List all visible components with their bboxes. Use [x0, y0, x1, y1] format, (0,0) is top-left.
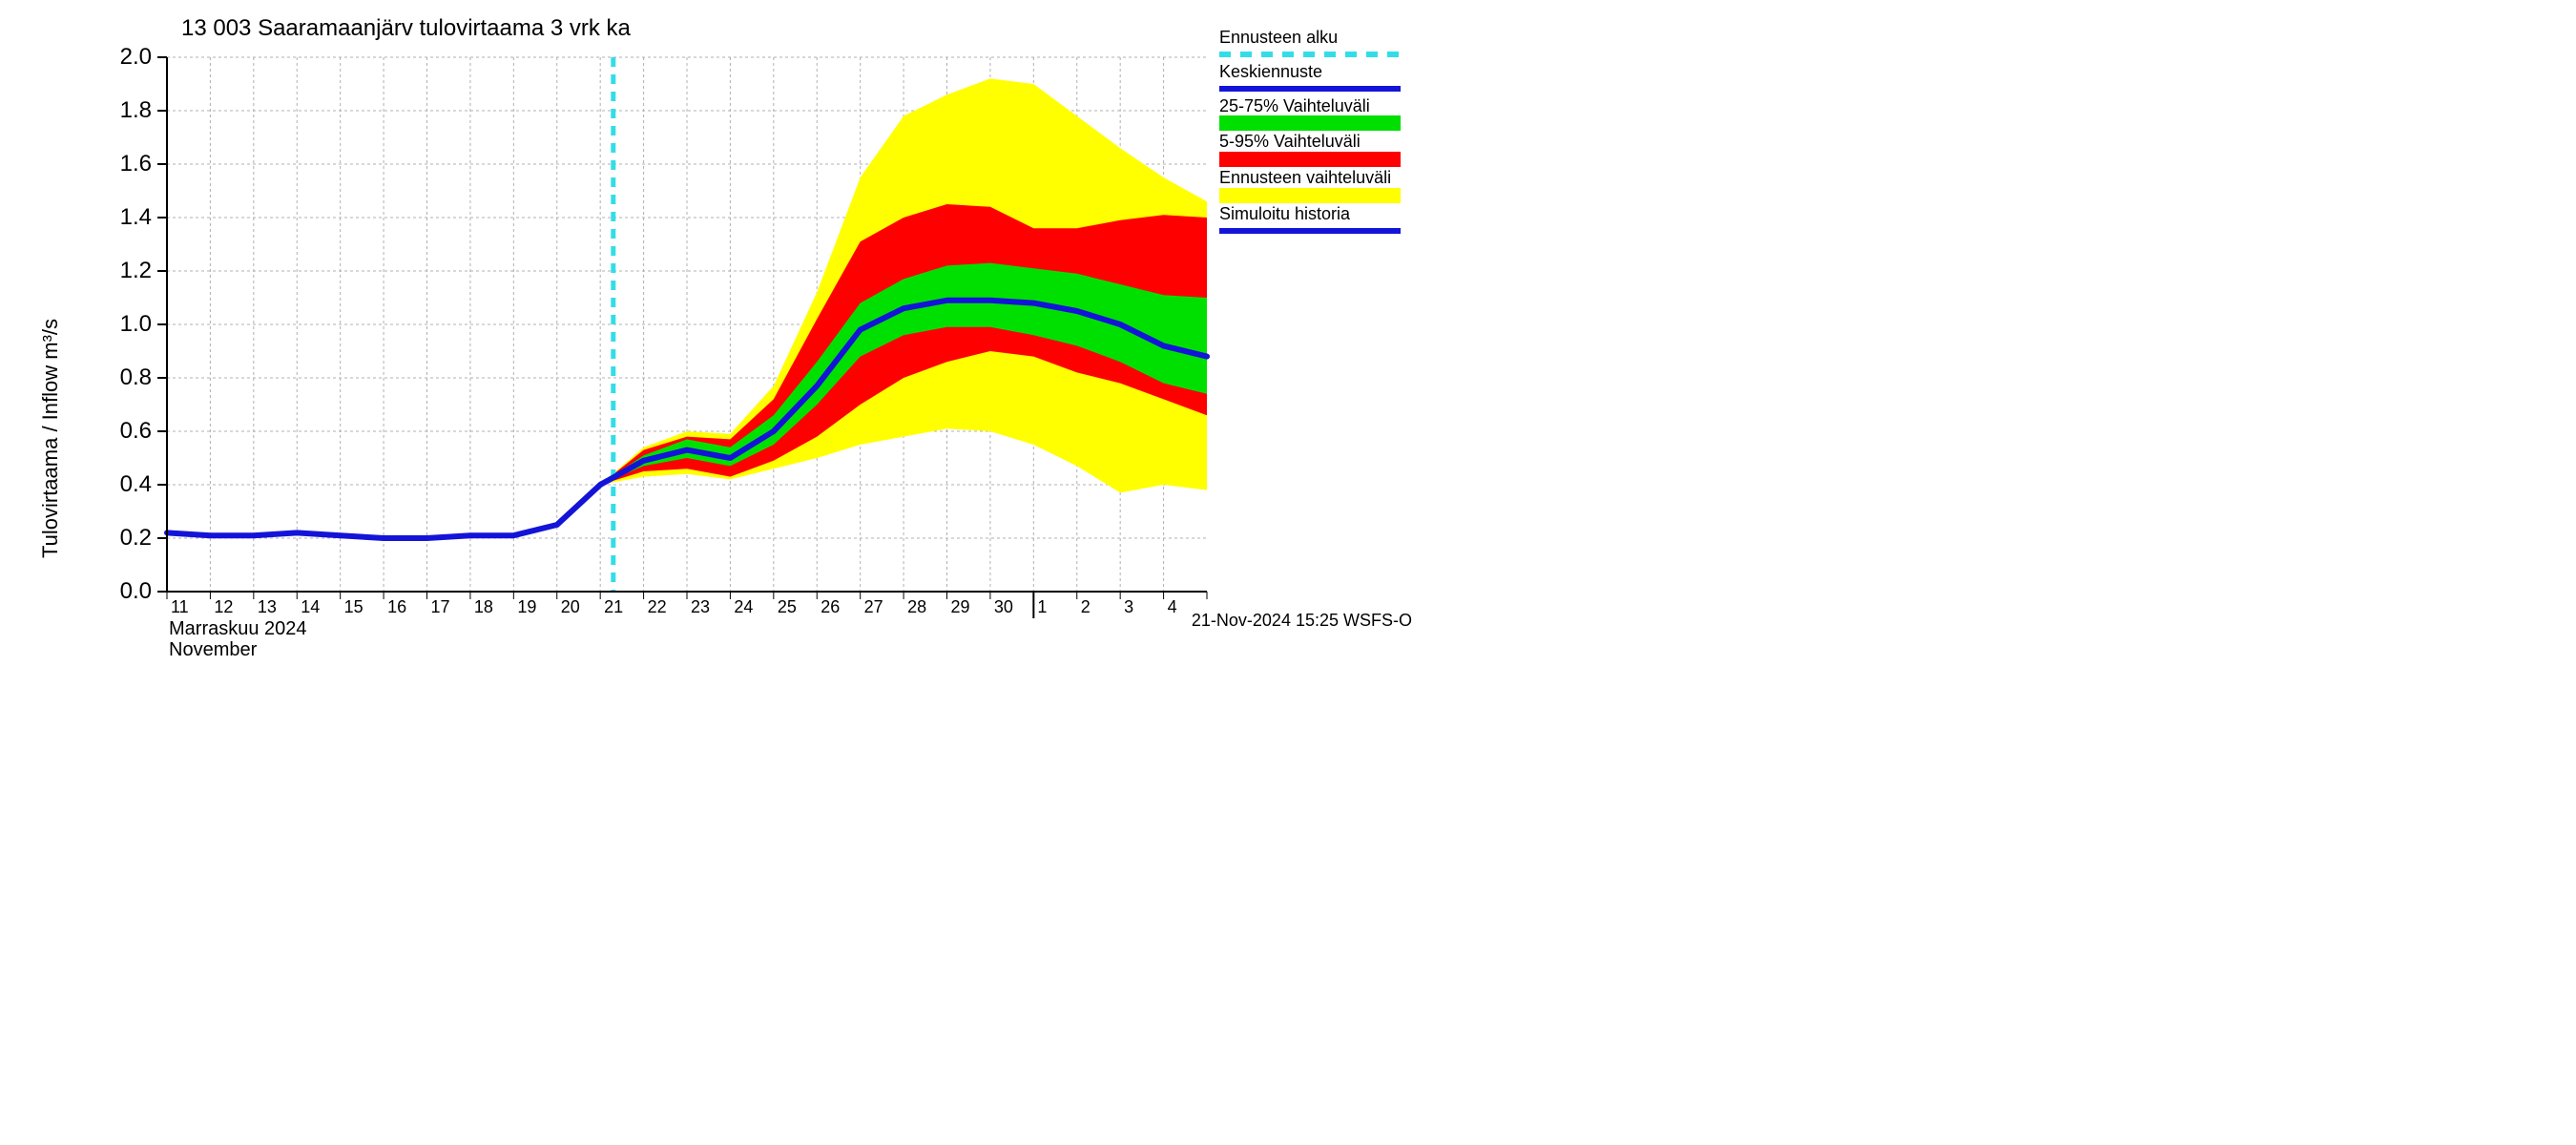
x-tick-label: 3	[1124, 597, 1133, 617]
x-tick-label: 12	[214, 597, 233, 617]
legend-swatch	[1219, 115, 1401, 131]
footer-timestamp: 21-Nov-2024 15:25 WSFS-O	[1192, 611, 1412, 631]
y-tick-label: 1.2	[120, 258, 152, 284]
legend-item: Ennusteen vaihteluväli	[1219, 169, 1401, 203]
legend-label: 5-95% Vaihteluväli	[1219, 133, 1401, 152]
x-tick-label: 30	[994, 597, 1013, 617]
x-tick-label: 16	[387, 597, 406, 617]
chart-svg	[0, 0, 1431, 636]
legend-swatch	[1219, 188, 1401, 203]
y-tick-label: 0.4	[120, 471, 152, 498]
x-month-label-fi: Marraskuu 2024	[169, 618, 307, 640]
x-month-label-en: November	[169, 639, 257, 661]
y-tick-label: 0.0	[120, 578, 152, 605]
x-tick-label: 2	[1081, 597, 1091, 617]
legend-label: Simuloitu historia	[1219, 205, 1401, 224]
legend-item: Ennusteen alku	[1219, 29, 1401, 57]
chart-container: 13 003 Saaramaanjärv tulovirtaama 3 vrk …	[0, 0, 1431, 636]
y-tick-label: 1.4	[120, 204, 152, 231]
legend-swatch	[1219, 152, 1401, 167]
x-tick-label: 19	[517, 597, 536, 617]
y-axis-label: Tulovirtaama / Inflow m³/s	[38, 319, 63, 558]
x-tick-label: 27	[864, 597, 883, 617]
y-tick-label: 0.6	[120, 418, 152, 445]
x-tick-label: 26	[821, 597, 840, 617]
y-tick-label: 2.0	[120, 44, 152, 71]
x-tick-label: 23	[691, 597, 710, 617]
legend-item: 5-95% Vaihteluväli	[1219, 133, 1401, 167]
legend-swatch	[1219, 86, 1401, 92]
x-tick-label: 22	[648, 597, 667, 617]
x-tick-label: 24	[734, 597, 753, 617]
legend-item: 25-75% Vaihteluväli	[1219, 97, 1401, 132]
legend-item: Keskiennuste	[1219, 63, 1401, 92]
legend-label: 25-75% Vaihteluväli	[1219, 97, 1401, 116]
x-tick-label: 11	[171, 597, 189, 617]
legend-label: Keskiennuste	[1219, 63, 1401, 82]
x-tick-label: 18	[474, 597, 493, 617]
legend-swatch	[1219, 52, 1401, 57]
x-tick-label: 29	[951, 597, 970, 617]
x-tick-label: 14	[301, 597, 320, 617]
y-tick-label: 0.2	[120, 525, 152, 552]
x-tick-label: 20	[561, 597, 580, 617]
legend-swatch	[1219, 228, 1401, 234]
y-tick-label: 0.8	[120, 364, 152, 391]
x-tick-label: 28	[907, 597, 926, 617]
legend: Ennusteen alku Keskiennuste 25-75% Vaihtel…	[1219, 29, 1401, 239]
legend-item: Simuloitu historia	[1219, 205, 1401, 234]
legend-label: Ennusteen alku	[1219, 29, 1401, 48]
x-tick-label: 13	[258, 597, 277, 617]
x-tick-label: 17	[431, 597, 450, 617]
y-tick-label: 1.0	[120, 311, 152, 338]
x-tick-label: 15	[344, 597, 364, 617]
x-tick-label: 21	[604, 597, 623, 617]
x-tick-label: 25	[778, 597, 797, 617]
x-tick-label: 4	[1168, 597, 1177, 617]
y-tick-label: 1.8	[120, 97, 152, 124]
y-tick-label: 1.6	[120, 151, 152, 177]
legend-label: Ennusteen vaihteluväli	[1219, 169, 1401, 188]
x-tick-label: 1	[1037, 597, 1047, 617]
chart-title: 13 003 Saaramaanjärv tulovirtaama 3 vrk …	[181, 15, 631, 42]
